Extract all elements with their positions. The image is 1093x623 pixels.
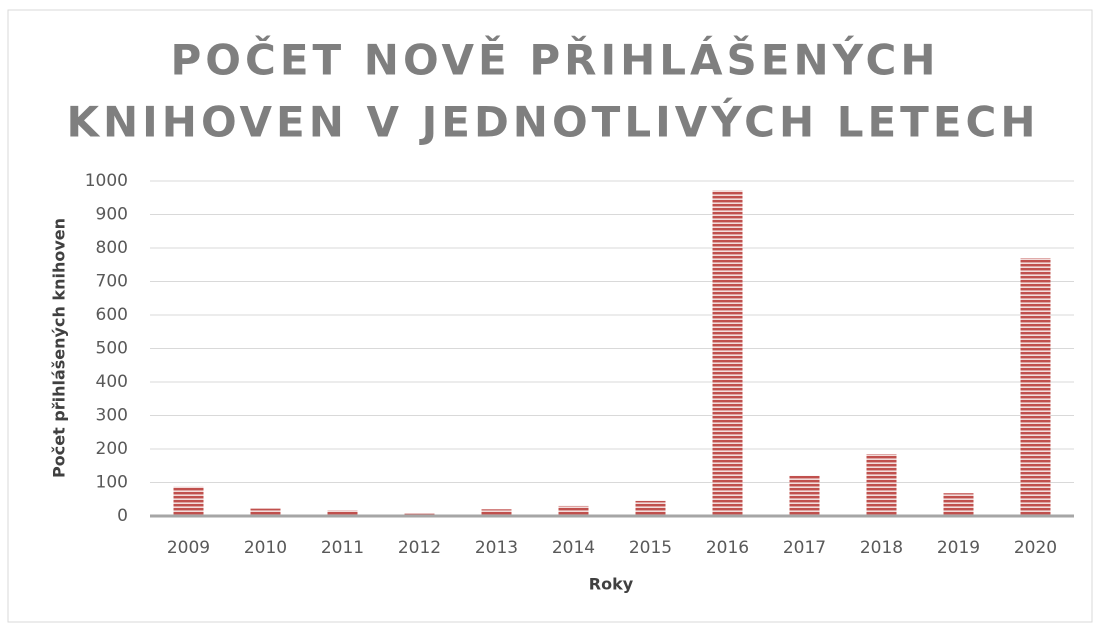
x-tick-label: 2013 xyxy=(475,538,518,558)
x-tick-label: 2011 xyxy=(321,538,364,558)
x-tick-label: 2009 xyxy=(167,538,210,558)
x-tick-label: 2017 xyxy=(783,538,826,558)
x-axis-title: Roky xyxy=(589,575,634,594)
bar xyxy=(1020,258,1051,516)
y-tick-label: 700 xyxy=(96,272,128,292)
x-tick-label: 2012 xyxy=(398,538,441,558)
y-tick-label: 1000 xyxy=(85,171,128,191)
y-tick-label: 0 xyxy=(117,506,128,526)
y-axis-title: Počet přihlášených knihoven xyxy=(50,218,69,478)
y-tick-label: 200 xyxy=(96,439,128,459)
bar xyxy=(481,509,512,516)
bar xyxy=(789,475,820,516)
bar xyxy=(866,454,897,516)
x-tick-label: 2019 xyxy=(937,538,980,558)
y-tick-label: 300 xyxy=(96,406,128,426)
bar xyxy=(250,508,281,516)
x-tick-label: 2015 xyxy=(629,538,672,558)
y-tick-label: 900 xyxy=(96,205,128,225)
bar xyxy=(635,500,666,516)
x-tick-label: 2020 xyxy=(1014,538,1057,558)
chart-title: KNIHOVEN V JEDNOTLIVÝCH LETECH xyxy=(66,97,1039,147)
bar xyxy=(327,510,358,516)
y-tick-label: 800 xyxy=(96,238,128,258)
y-tick-label: 400 xyxy=(96,372,128,392)
x-tick-label: 2018 xyxy=(860,538,903,558)
bar xyxy=(943,493,974,516)
bar xyxy=(712,190,743,516)
y-tick-label: 600 xyxy=(96,305,128,325)
bar xyxy=(558,505,589,516)
chart-border xyxy=(7,9,1093,623)
bar xyxy=(173,486,204,516)
chart-title: POČET NOVĚ PŘIHLÁŠENÝCH xyxy=(171,35,940,85)
y-tick-label: 500 xyxy=(96,339,128,359)
x-tick-label: 2016 xyxy=(706,538,749,558)
x-tick-label: 2010 xyxy=(244,538,287,558)
y-tick-label: 100 xyxy=(96,473,128,493)
x-tick-label: 2014 xyxy=(552,538,595,558)
